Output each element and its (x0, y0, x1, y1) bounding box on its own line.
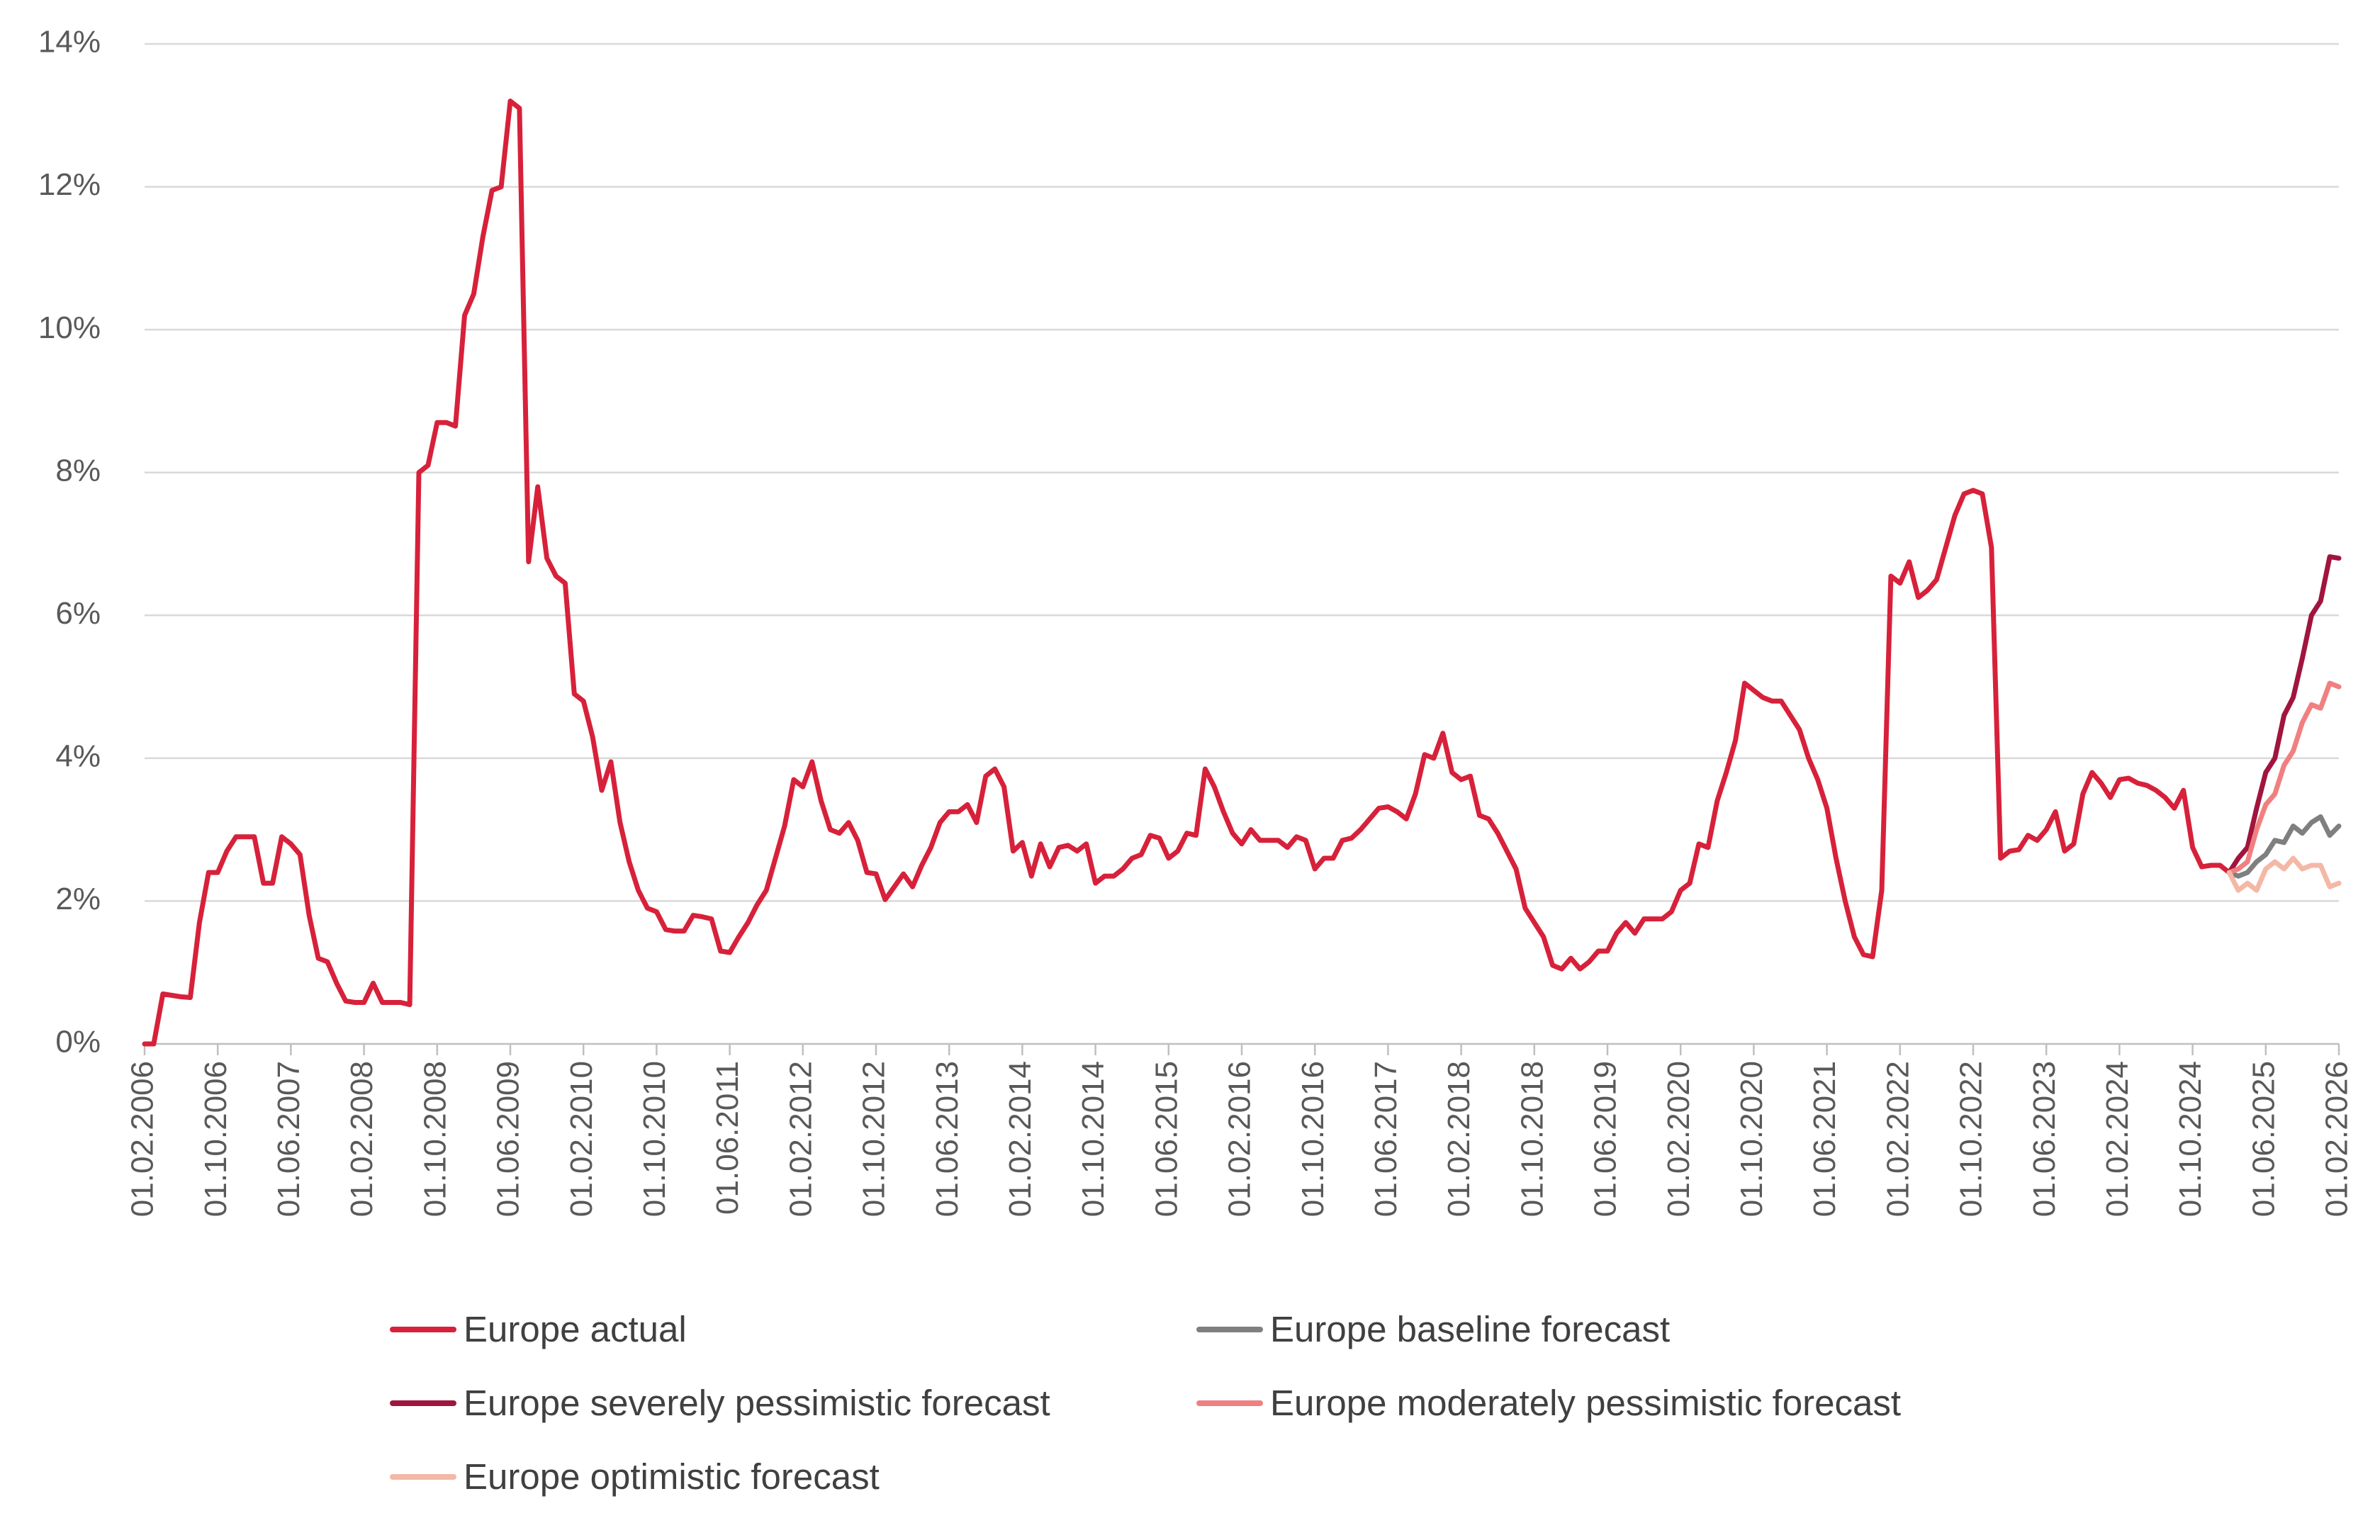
x-tick-label: 01.02.2014 (1003, 1061, 1038, 1217)
x-tick-label: 01.02.2012 (783, 1061, 818, 1217)
x-tick-label: 01.06.2023 (2027, 1061, 2062, 1217)
legend-label: Europe baseline forecast (1270, 1309, 1671, 1349)
x-tick-label: 01.06.2025 (2246, 1061, 2281, 1217)
legend-item-europe-baseline-forecast: Europe baseline forecast (1196, 1308, 1670, 1350)
x-tick-label: 01.06.2011 (710, 1061, 745, 1215)
legend-label: Europe actual (464, 1309, 687, 1349)
x-tick-label: 01.06.2007 (271, 1061, 306, 1217)
x-tick-label: 01.10.2008 (417, 1061, 452, 1217)
x-tick-label: 01.02.2018 (1442, 1061, 1476, 1217)
x-tick-label: 01.02.2016 (1223, 1061, 1257, 1217)
x-tick-label: 01.06.2009 (491, 1061, 526, 1217)
y-tick-label: 10% (38, 310, 101, 345)
x-tick-label: 01.06.2013 (930, 1061, 965, 1217)
x-tick-label: 01.10.2018 (1515, 1061, 1549, 1217)
legend-label: Europe moderately pessimistic forecast (1270, 1383, 1902, 1423)
legend-label: Europe severely pessimistic forecast (464, 1383, 1050, 1423)
legend-swatch (1196, 1400, 1263, 1406)
legend-item-europe-optimistic-forecast: Europe optimistic forecast (390, 1456, 880, 1497)
x-tick-label: 01.06.2019 (1588, 1061, 1623, 1217)
gridlines (145, 43, 2339, 1045)
legend-swatch (390, 1400, 456, 1406)
y-tick-label: 6% (55, 596, 101, 631)
y-tick-label: 2% (55, 882, 101, 916)
x-tick-label: 01.02.2026 (2320, 1061, 2354, 1217)
x-tick-label: 01.10.2016 (1296, 1061, 1330, 1217)
legend-swatch (390, 1326, 456, 1332)
x-tick-label: 01.10.2014 (1076, 1061, 1111, 1217)
y-tick-label: 4% (55, 738, 101, 773)
legend-item-europe-severely-pessimistic-forecast: Europe severely pessimistic forecast (390, 1382, 1050, 1424)
x-tick-label: 01.10.2006 (198, 1061, 233, 1217)
x-tick-label: 01.10.2010 (637, 1061, 672, 1217)
legend-swatch (1196, 1326, 1263, 1332)
x-tick-label: 01.02.2008 (344, 1061, 379, 1217)
x-tick-label: 01.10.2020 (1734, 1061, 1769, 1217)
x-tick-label: 01.06.2021 (1807, 1061, 1842, 1217)
series-line-europe-severely-pessimistic-forecast (2226, 554, 2342, 875)
x-tick-label: 01.10.2022 (1954, 1061, 1989, 1217)
series-line-europe-baseline-forecast (2226, 814, 2342, 879)
series-line-europe-moderately-pessimistic-forecast (2226, 680, 2342, 875)
series-line-europe-optimistic-forecast (2226, 855, 2342, 893)
x-tick-label: 01.06.2017 (1369, 1061, 1403, 1217)
y-tick-label: 14% (38, 25, 101, 60)
x-tick-label: 01.02.2020 (1661, 1061, 1696, 1217)
legend-item-europe-moderately-pessimistic-forecast: Europe moderately pessimistic forecast (1196, 1382, 1901, 1424)
x-tick-label: 01.10.2012 (857, 1061, 892, 1217)
x-tick-label: 01.10.2024 (2173, 1061, 2208, 1217)
x-axis-ticks: 01.02.2006 01.10.2006 01.06.2007 01.02.2008… (125, 1044, 2354, 1217)
series-line-europe-actual (142, 99, 2232, 1047)
x-tick-label: 01.06.2015 (1149, 1061, 1184, 1217)
series-lines (142, 99, 2342, 1047)
y-tick-label: 12% (38, 167, 101, 202)
legend-label: Europe optimistic forecast (464, 1456, 880, 1497)
legend-swatch (390, 1473, 456, 1480)
x-tick-label: 01.02.2010 (564, 1061, 599, 1217)
y-tick-label: 0% (55, 1025, 101, 1060)
y-axis-ticks: 0% 2% 4% 6% 8% 10% 12% 14% (38, 25, 101, 1060)
y-tick-label: 8% (55, 453, 101, 488)
x-tick-label: 01.02.2022 (1880, 1061, 1915, 1217)
x-tick-label: 01.02.2006 (125, 1061, 160, 1217)
x-tick-label: 01.02.2024 (2100, 1061, 2135, 1217)
legend-item-europe-actual: Europe actual (390, 1308, 687, 1350)
